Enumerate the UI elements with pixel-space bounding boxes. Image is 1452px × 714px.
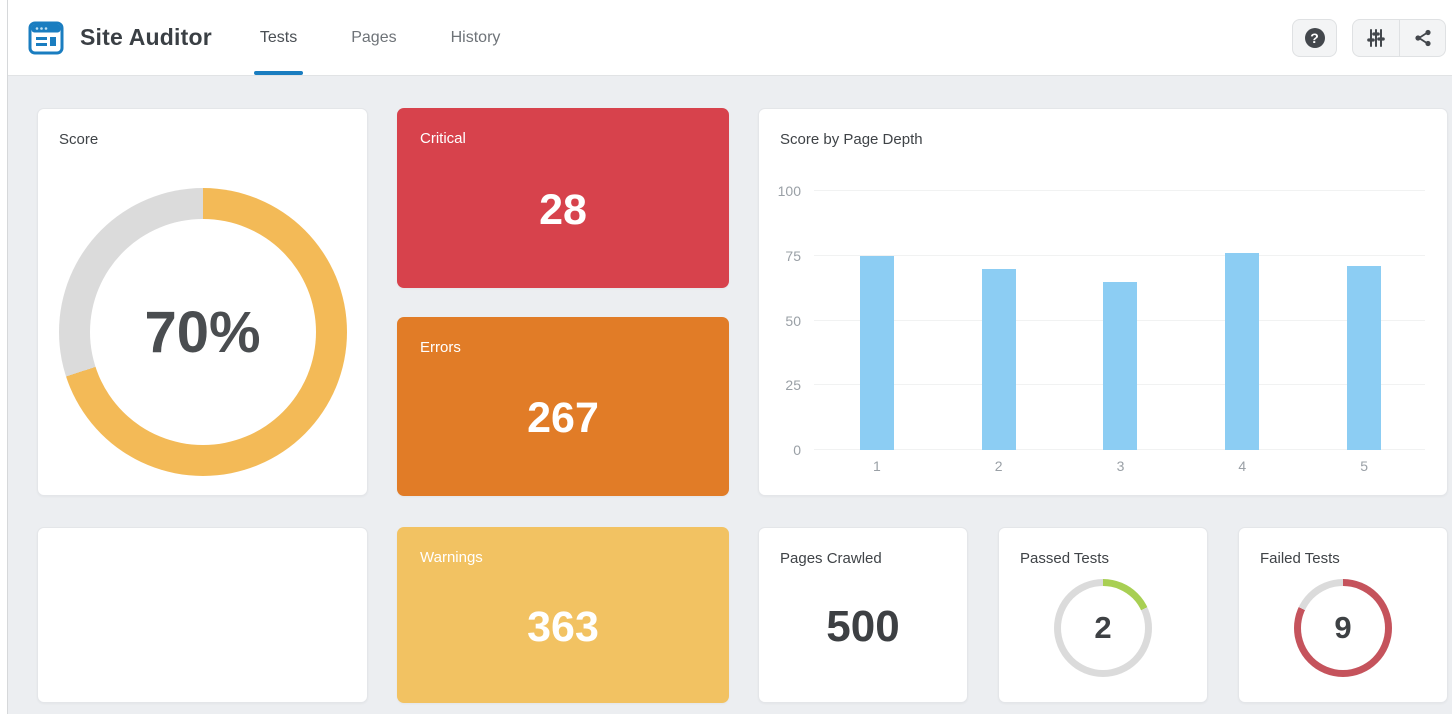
bar-depth-2[interactable] (981, 268, 1016, 450)
tab-history[interactable]: History (450, 28, 501, 46)
warnings-value: 363 (527, 603, 599, 651)
y-axis-tick-50: 50 (785, 312, 801, 329)
bar-slot (938, 191, 1060, 450)
score-by-page-depth-card: Score by Page Depth 0 25 50 75 100 1 2 3 4 5 (758, 108, 1448, 496)
score-card-title: Score (59, 131, 99, 148)
x-axis-label-3: 3 (1116, 458, 1125, 474)
bar-depth-1[interactable] (859, 255, 894, 450)
warnings-label: Warnings (420, 549, 483, 566)
bar-chart-bars (816, 191, 1425, 450)
warnings-card[interactable]: Warnings 363 (397, 527, 729, 703)
failed-tests-label: Failed Tests (1260, 550, 1340, 567)
score-donut-chart: 70% (58, 188, 347, 476)
failed-tests-card: Failed Tests 9 (1238, 527, 1448, 703)
x-axis-label-1: 1 (873, 458, 881, 474)
passed-tests-card: Passed Tests 2 (998, 527, 1208, 703)
collapsed-sidebar-strip (0, 0, 8, 714)
pages-crawled-card: Pages Crawled 500 (758, 527, 968, 703)
errors-value: 267 (527, 394, 599, 443)
critical-card[interactable]: Critical 28 (397, 108, 729, 288)
filter-button[interactable] (1353, 20, 1399, 56)
site-auditor-logo-icon (28, 0, 66, 75)
bar-slot (1060, 191, 1182, 450)
header-button-group (1352, 18, 1446, 57)
sliders-icon (1367, 28, 1385, 47)
failed-tests-donut: 9 (1294, 579, 1392, 677)
critical-value: 28 (539, 185, 587, 234)
bar-depth-3[interactable] (1103, 281, 1138, 450)
gridline-75 (814, 254, 1425, 256)
share-button[interactable] (1399, 19, 1445, 56)
y-axis-tick-25: 25 (785, 377, 801, 394)
y-axis-tick-75: 75 (785, 247, 801, 264)
errors-card[interactable]: Errors 267 (397, 316, 729, 496)
bar-chart-xlabels: 1 2 3 4 5 (816, 458, 1425, 474)
header-actions: ? (1292, 0, 1446, 75)
question-circle-icon: ? (1304, 27, 1325, 48)
x-axis-label-4: 4 (1238, 458, 1247, 474)
pages-crawled-value: 500 (826, 601, 900, 651)
critical-errors-column: Critical 28 Errors 267 (397, 108, 729, 496)
score-card: Score 70% (37, 108, 368, 496)
bar-chart-plot: 0 25 50 75 100 (778, 183, 1425, 458)
bar-depth-4[interactable] (1225, 253, 1260, 450)
bar-slot (816, 191, 938, 450)
tab-pages[interactable]: Pages (351, 28, 397, 46)
tab-tests[interactable]: Tests (253, 0, 304, 75)
summary-cards-row: Pages Crawled 500 Passed Tests 2 Failed … (758, 527, 1448, 703)
y-axis-tick-0: 0 (793, 442, 801, 458)
top-bar: Site Auditor Tests Pages History ? (0, 0, 1452, 76)
tab-bar: Tests Pages History (253, 0, 549, 75)
y-axis-tick-100: 100 (777, 183, 801, 199)
chart-title: Score by Page Depth (780, 131, 923, 148)
dashboard: Score 70% Critical 28 Errors 267 Score b… (9, 76, 1452, 703)
critical-label: Critical (420, 130, 466, 147)
help-button[interactable]: ? (1292, 18, 1337, 57)
passed-tests-donut: 2 (1054, 579, 1152, 677)
passed-tests-value: 2 (1094, 610, 1112, 645)
share-nodes-icon (1414, 29, 1431, 46)
gridline-100 (814, 190, 1425, 191)
bar-slot (1181, 191, 1303, 450)
bar-slot (1303, 191, 1425, 450)
pages-crawled-label: Pages Crawled (780, 550, 882, 567)
empty-card (37, 527, 368, 703)
failed-tests-value: 9 (1334, 610, 1352, 645)
score-value: 70% (144, 299, 261, 365)
app-title: Site Auditor (80, 24, 212, 50)
x-axis-label-5: 5 (1360, 458, 1368, 474)
bar-depth-5[interactable] (1347, 266, 1382, 450)
x-axis-label-2: 2 (994, 458, 1003, 474)
errors-label: Errors (420, 338, 461, 356)
passed-tests-label: Passed Tests (1020, 550, 1109, 567)
